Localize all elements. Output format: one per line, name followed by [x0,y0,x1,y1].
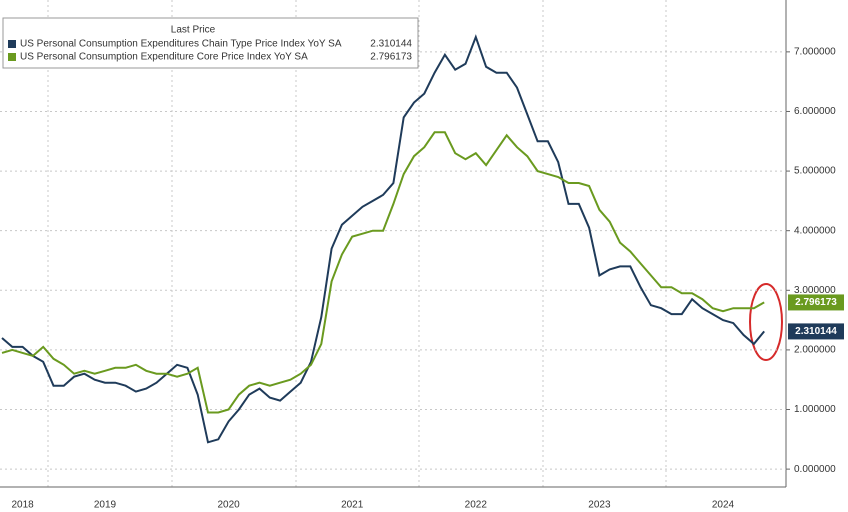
series-line [1,131,765,414]
y-tick-label: 2.000000 [794,345,836,356]
y-tick-label: 3.000000 [794,285,836,296]
y-tick-label: 1.000000 [794,404,836,415]
legend-swatch [8,40,16,48]
y-tick-label: 0.000000 [794,464,836,475]
legend-label: US Personal Consumption Expenditures Cha… [20,39,342,50]
highlight-ellipse [749,283,783,361]
year-separators [47,0,667,487]
last-value-flag [788,323,844,340]
x-tick-label: 2024 [712,500,735,511]
x-tick-label: 2021 [341,500,364,511]
legend-value: 2.796173 [370,52,412,63]
last-value-flag [788,294,844,311]
last-value-label: 2.310144 [795,326,837,337]
legend-label: US Personal Consumption Expenditure Core… [20,52,308,63]
y-tick-label: 4.000000 [794,225,836,236]
x-tick-label: 2018 [11,500,34,511]
legend-swatch [8,53,16,61]
x-tick-label: 2020 [217,500,240,511]
y-tick-label: 7.000000 [794,46,836,57]
series-line [1,34,765,444]
x-tick-label: 2022 [465,500,488,511]
legend-box [2,17,419,69]
y-tick-label: 5.000000 [794,166,836,177]
x-tick-label: 2019 [94,500,117,511]
legend-title: Last Price [171,25,216,36]
y-tick-label: 6.000000 [794,106,836,117]
legend-value: 2.310144 [370,39,412,50]
x-tick-label: 2023 [588,500,611,511]
last-value-label: 2.796173 [795,297,837,308]
